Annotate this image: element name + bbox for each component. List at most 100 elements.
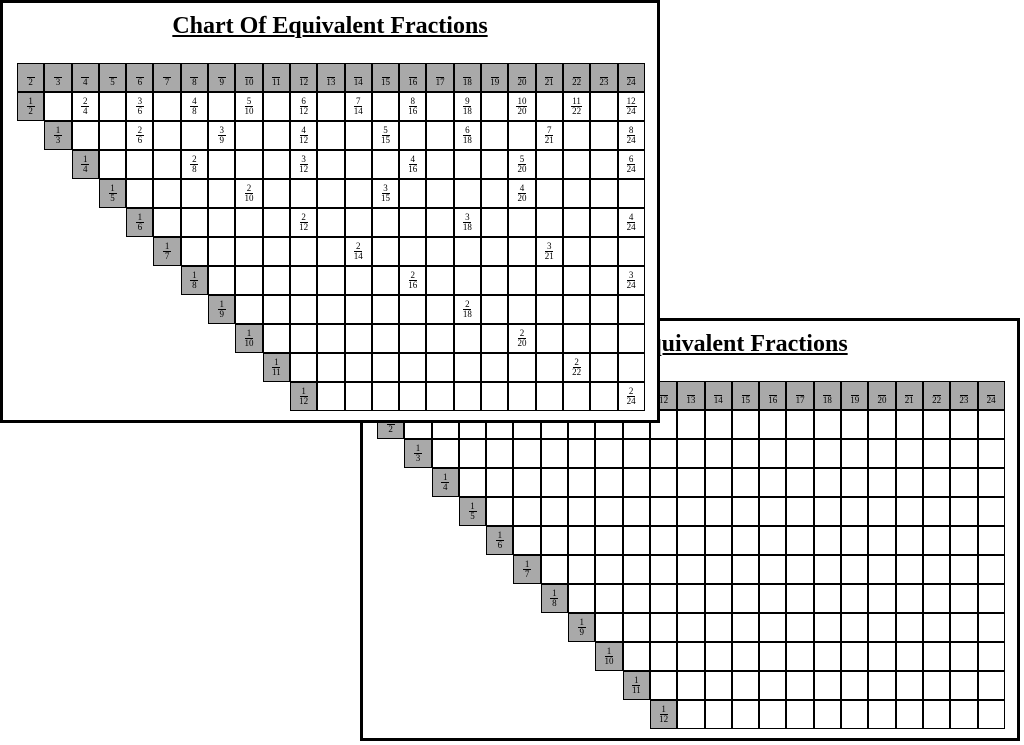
data-cell: 412 bbox=[290, 121, 317, 150]
data-cell bbox=[950, 584, 977, 613]
fraction-denominator: 10 bbox=[244, 194, 255, 203]
data-cell bbox=[481, 208, 508, 237]
fraction-denominator: 20 bbox=[516, 107, 527, 116]
data-cell bbox=[841, 468, 868, 497]
header-cell: 7 bbox=[153, 63, 180, 92]
fraction: 321 bbox=[544, 242, 555, 261]
fraction-chart-filled: Chart Of Equivalent Fractions 2 3 4 5 6 … bbox=[0, 0, 660, 423]
fraction-denominator: 14 bbox=[353, 252, 364, 261]
data-cell bbox=[595, 613, 622, 642]
data-cell bbox=[978, 410, 1005, 439]
fraction: 110 bbox=[244, 329, 255, 348]
data-cell bbox=[896, 468, 923, 497]
data-cell bbox=[317, 353, 344, 382]
data-cell bbox=[541, 497, 568, 526]
data-cell bbox=[126, 150, 153, 179]
data-cell bbox=[44, 92, 71, 121]
empty-cell bbox=[541, 700, 568, 729]
data-cell bbox=[541, 468, 568, 497]
header-cell: 9 bbox=[208, 63, 235, 92]
empty-cell bbox=[486, 613, 513, 642]
header-cell: 13 bbox=[677, 381, 704, 410]
empty-cell bbox=[377, 497, 404, 526]
data-cell bbox=[263, 150, 290, 179]
fraction-denominator: 19 bbox=[489, 78, 500, 87]
data-cell bbox=[454, 266, 481, 295]
data-cell bbox=[181, 179, 208, 208]
fraction-denominator: 8 bbox=[190, 165, 198, 174]
unit-fraction-cell: 16 bbox=[126, 208, 153, 237]
data-cell bbox=[345, 179, 372, 208]
empty-cell bbox=[263, 382, 290, 411]
empty-cell bbox=[72, 208, 99, 237]
data-cell bbox=[868, 410, 895, 439]
fraction-denominator: 24 bbox=[626, 281, 637, 290]
fraction-denominator: 8 bbox=[190, 107, 198, 116]
unit-fraction-cell: 17 bbox=[153, 237, 180, 266]
data-cell bbox=[677, 642, 704, 671]
data-cell bbox=[650, 555, 677, 584]
data-cell bbox=[650, 613, 677, 642]
fraction-denominator: 8 bbox=[550, 599, 558, 608]
fraction-denominator: 5 bbox=[109, 78, 117, 87]
unit-fraction-cell: 110 bbox=[595, 642, 622, 671]
data-cell bbox=[536, 295, 563, 324]
data-cell bbox=[923, 555, 950, 584]
data-cell bbox=[345, 353, 372, 382]
empty-cell bbox=[513, 584, 540, 613]
data-cell bbox=[623, 468, 650, 497]
data-cell bbox=[290, 179, 317, 208]
data-cell bbox=[372, 382, 399, 411]
fraction: 218 bbox=[462, 300, 473, 319]
data-cell bbox=[814, 584, 841, 613]
fraction: 18 bbox=[190, 271, 198, 290]
data-cell: 1224 bbox=[618, 92, 645, 121]
data-cell bbox=[786, 410, 813, 439]
data-cell bbox=[595, 584, 622, 613]
fraction: 111 bbox=[631, 676, 642, 695]
data-cell bbox=[372, 208, 399, 237]
data-cell bbox=[181, 121, 208, 150]
data-cell bbox=[372, 92, 399, 121]
fraction: 19 bbox=[849, 386, 860, 405]
fraction: 222 bbox=[571, 358, 582, 377]
data-cell bbox=[595, 555, 622, 584]
fraction-denominator: 18 bbox=[462, 136, 473, 145]
data-cell bbox=[650, 671, 677, 700]
data-cell bbox=[345, 382, 372, 411]
data-cell bbox=[677, 439, 704, 468]
data-cell bbox=[317, 324, 344, 353]
empty-cell bbox=[459, 642, 486, 671]
data-cell bbox=[814, 555, 841, 584]
data-cell bbox=[208, 179, 235, 208]
unit-fraction-cell: 14 bbox=[72, 150, 99, 179]
data-cell bbox=[950, 526, 977, 555]
data-cell bbox=[595, 468, 622, 497]
fraction-denominator: 22 bbox=[931, 396, 942, 405]
empty-cell bbox=[17, 295, 44, 324]
data-cell: 416 bbox=[399, 150, 426, 179]
data-cell bbox=[896, 613, 923, 642]
empty-cell bbox=[541, 613, 568, 642]
data-cell bbox=[454, 150, 481, 179]
fraction-denominator: 10 bbox=[244, 107, 255, 116]
data-cell: 28 bbox=[181, 150, 208, 179]
data-cell bbox=[563, 324, 590, 353]
data-cell bbox=[650, 526, 677, 555]
data-cell bbox=[568, 497, 595, 526]
fraction: 324 bbox=[626, 271, 637, 290]
data-cell bbox=[290, 237, 317, 266]
data-cell bbox=[759, 526, 786, 555]
data-cell bbox=[508, 237, 535, 266]
empty-cell bbox=[99, 382, 126, 411]
data-cell bbox=[978, 526, 1005, 555]
fraction-denominator: 15 bbox=[380, 194, 391, 203]
data-cell bbox=[759, 700, 786, 729]
empty-cell bbox=[404, 671, 431, 700]
data-cell: 212 bbox=[290, 208, 317, 237]
data-cell: 624 bbox=[618, 150, 645, 179]
data-cell bbox=[536, 324, 563, 353]
fraction-denominator: 11 bbox=[271, 78, 282, 87]
data-cell bbox=[623, 439, 650, 468]
fraction-denominator: 2 bbox=[387, 425, 395, 434]
